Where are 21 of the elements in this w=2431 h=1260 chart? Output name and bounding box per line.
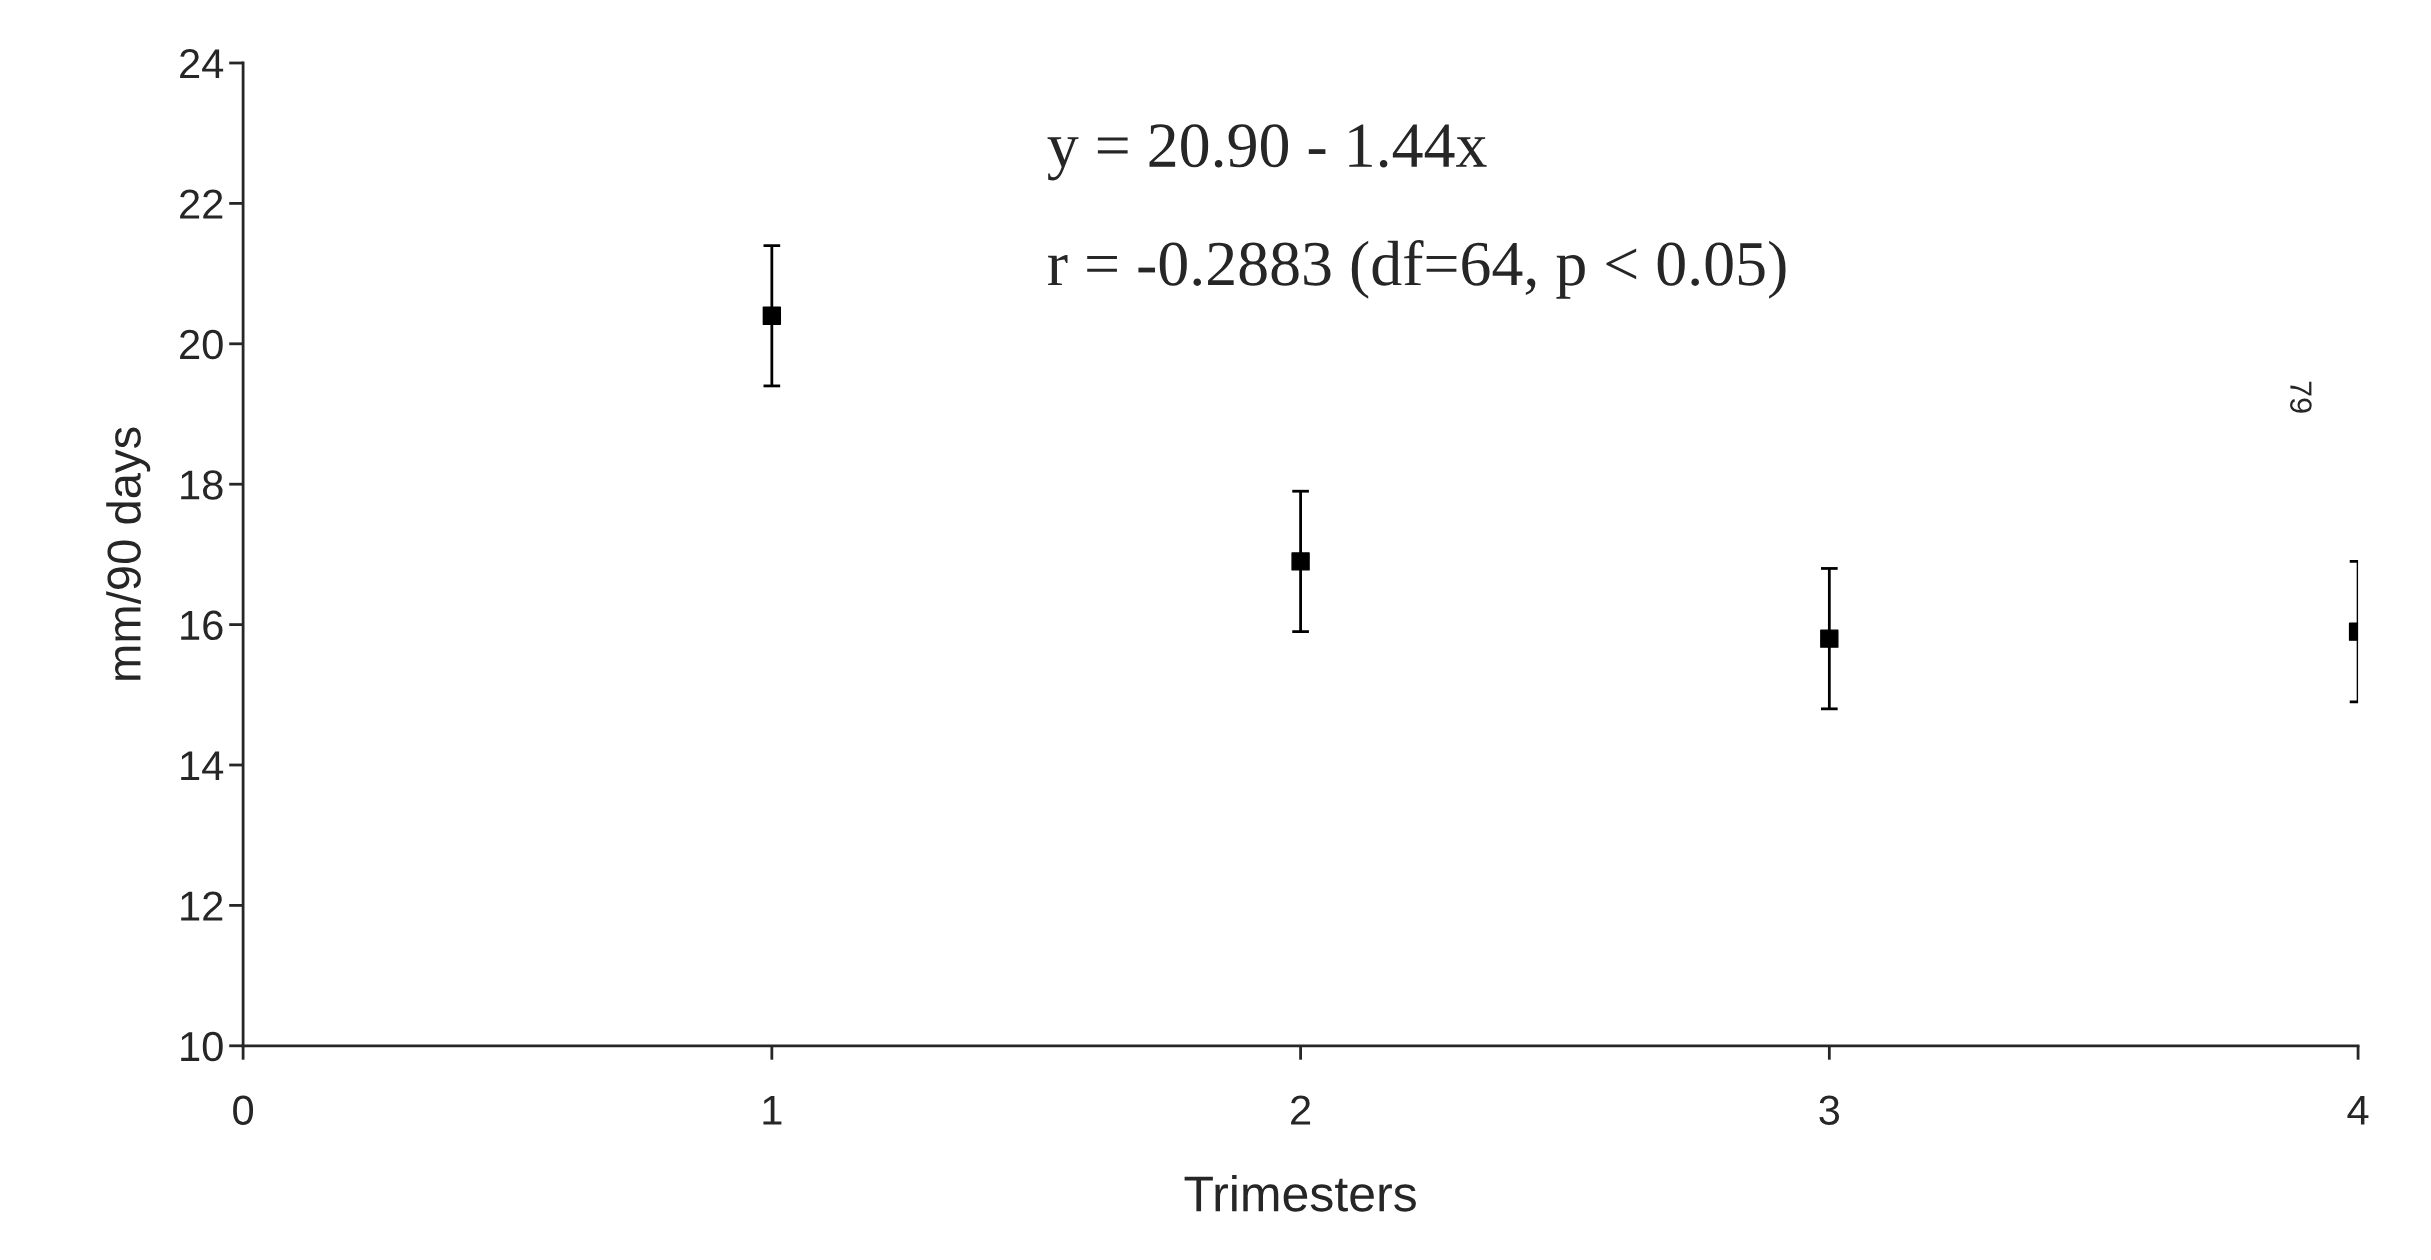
x-axis-title: Trimesters (1184, 1174, 1416, 1212)
annotation: r = -0.2883 (df=64, p < 0.05) (1048, 240, 1786, 299)
y-tick-label: 10 (181, 1031, 223, 1062)
y-tick-label: 16 (181, 610, 223, 641)
y-tick-label: 18 (181, 470, 223, 500)
point (1291, 552, 1310, 571)
y-axis-title: mm/90 days (106, 427, 151, 680)
y-tick-label: 14 (181, 751, 224, 781)
annotation: y = 20.90 - 1.44x (1047, 124, 1487, 181)
x-tick-label: 1 (763, 1095, 782, 1125)
x-tick-label: 0 (233, 1095, 254, 1126)
y-tick-label: 12 (181, 891, 223, 921)
y-tick-label: 22 (180, 189, 223, 219)
y-tick-label: 24 (180, 49, 224, 79)
annotation: 79 (2290, 381, 2312, 413)
x-tick-label: 3 (1819, 1095, 1840, 1126)
x-tick-label: 2 (1291, 1095, 1311, 1125)
x-tick-label: 4 (2347, 1095, 2369, 1125)
point (762, 306, 782, 325)
point (1820, 629, 1839, 648)
y-tick-label: 20 (180, 329, 223, 360)
